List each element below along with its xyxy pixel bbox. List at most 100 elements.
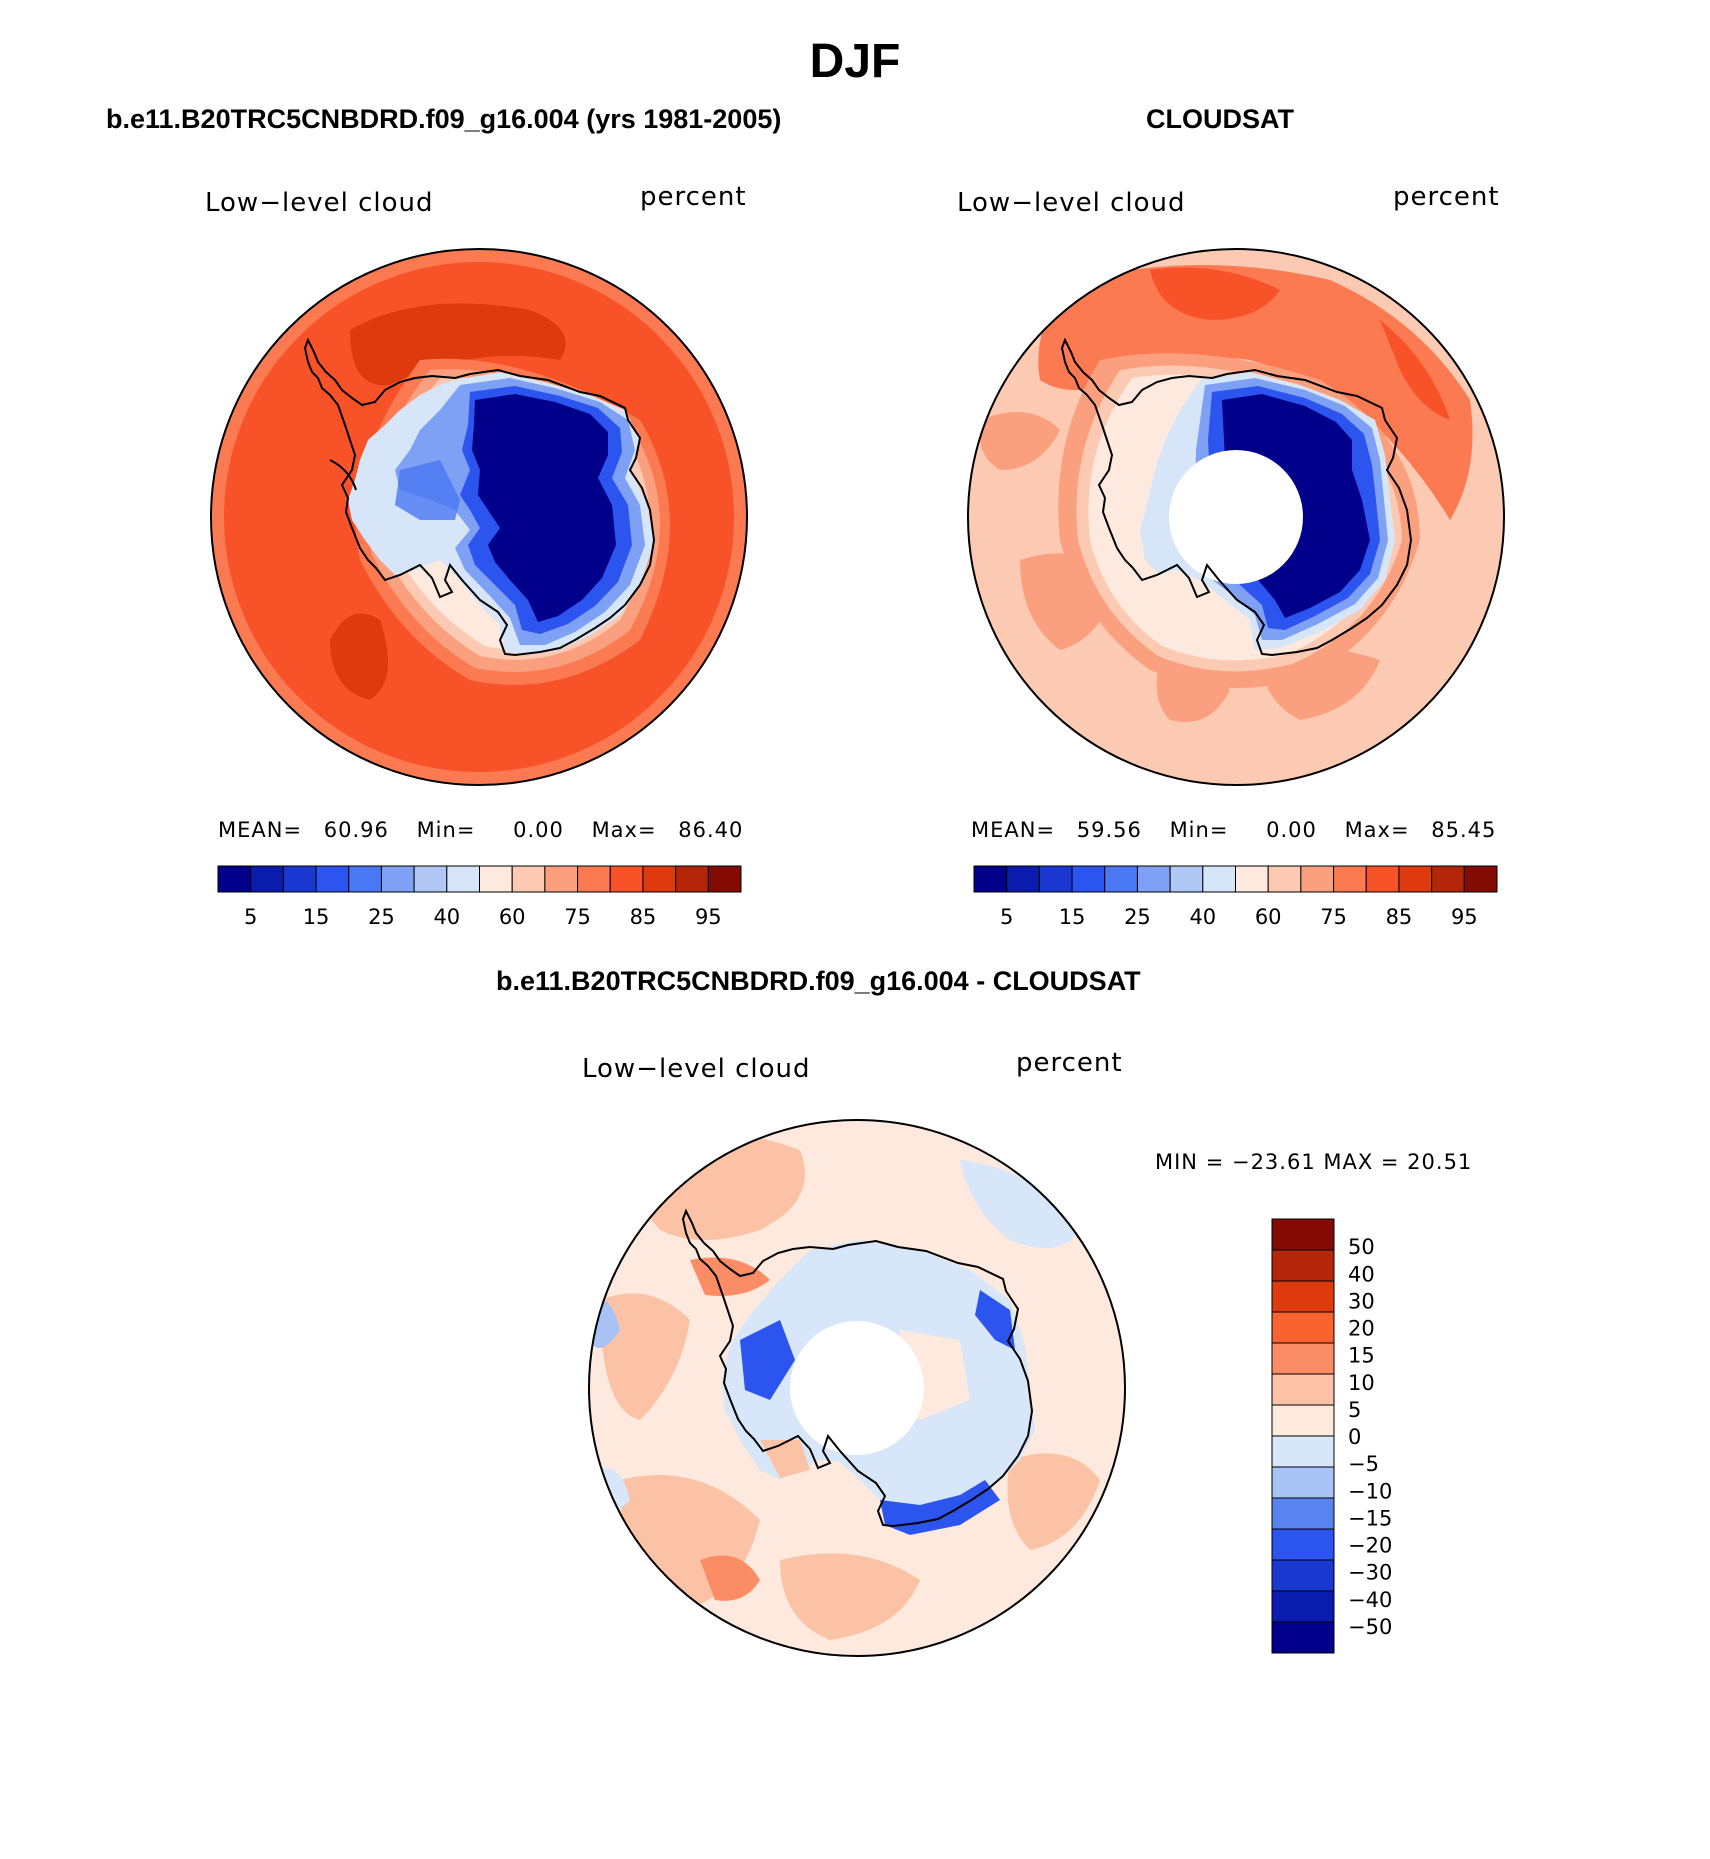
model-colorbar-box	[380, 865, 415, 893]
model-colorbar-tick-label: 40	[433, 905, 460, 929]
model-polar-map	[210, 248, 748, 786]
obs-colorbar-box	[1333, 865, 1367, 893]
model-variable-label: Low−level cloud	[205, 188, 434, 218]
model-colorbar-box	[217, 865, 252, 893]
obs-coastline	[1060, 337, 1413, 657]
obs-colorbar: 5 15 25 40 60 75 85 95	[973, 865, 1498, 929]
diff-stats: MIN = −23.61 MAX = 20.51	[1155, 1150, 1473, 1174]
diff-colorbar-tick-label: 20	[1348, 1317, 1375, 1341]
model-units-label: percent	[640, 182, 747, 212]
diff-colorbar-tick-label: 0	[1348, 1425, 1361, 1449]
obs-colorbar-box	[1431, 865, 1465, 893]
model-colorbar-box	[315, 865, 350, 893]
obs-colorbar-box	[1365, 865, 1400, 893]
obs-panel-header: CLOUDSAT	[1146, 104, 1294, 134]
diff-polar-map	[588, 1119, 1126, 1657]
obs-colorbar-box	[1398, 865, 1433, 893]
model-colorbar-box	[609, 865, 644, 893]
obs-polar-map	[967, 248, 1505, 786]
model-colorbar-box	[413, 865, 448, 893]
diff-colorbar-box	[1271, 1466, 1335, 1499]
model-colorbar-tick-label: 85	[630, 905, 657, 929]
model-colorbar-box	[282, 865, 317, 893]
model-coastline	[303, 337, 656, 657]
model-min-label: Min=	[416, 818, 476, 842]
diff-colorbar-box	[1271, 1249, 1335, 1282]
obs-colorbar-box	[1104, 865, 1138, 893]
diff-colorbar-tick-label: 30	[1348, 1289, 1375, 1313]
diff-colorbar-tick-label: −15	[1348, 1506, 1392, 1530]
obs-colorbar-tick-label: 60	[1255, 905, 1282, 929]
diff-colorbar-box	[1271, 1559, 1335, 1592]
diff-colorbar-tick-label: 10	[1348, 1371, 1375, 1395]
diff-colorbar-box	[1271, 1373, 1335, 1406]
figure-title: DJF	[809, 35, 901, 88]
diff-colorbar-box	[1271, 1311, 1335, 1344]
model-mean-label: MEAN=	[218, 818, 303, 842]
model-colorbar-box	[511, 865, 546, 893]
model-colorbar-tick-label: 75	[564, 905, 591, 929]
diff-colorbar-box	[1271, 1435, 1335, 1468]
obs-colorbar-box	[1169, 865, 1204, 893]
diff-colorbar-box	[1271, 1590, 1335, 1623]
model-colorbar-box	[544, 865, 579, 893]
model-colorbar-box	[675, 865, 709, 893]
diff-colorbar-box	[1271, 1218, 1335, 1251]
obs-colorbar-box	[1300, 865, 1335, 893]
model-colorbar-box	[348, 865, 382, 893]
diff-colorbar-box	[1271, 1497, 1335, 1530]
diff-colorbar-box	[1271, 1528, 1335, 1561]
obs-colorbar-box	[1006, 865, 1040, 893]
model-colorbar-tick-label: 60	[499, 905, 526, 929]
obs-colorbar-tick-label: 40	[1189, 905, 1216, 929]
obs-colorbar-tick-label: 95	[1451, 905, 1478, 929]
diff-colorbar-tick-label: 40	[1348, 1262, 1375, 1286]
diff-colorbar-tick-label: −5	[1348, 1452, 1379, 1476]
obs-max-label: Max=	[1344, 818, 1410, 842]
model-colorbar-tick-label: 5	[244, 905, 257, 929]
model-colorbar-tick-label: 15	[303, 905, 330, 929]
model-colorbar-tick-label: 95	[695, 905, 722, 929]
obs-min-value: 0.00	[1266, 818, 1317, 842]
obs-mean-label: MEAN=	[971, 818, 1056, 842]
diff-colorbar-box	[1271, 1342, 1335, 1375]
obs-colorbar-box	[1202, 865, 1236, 893]
diff-colorbar-tick-label: −30	[1348, 1561, 1392, 1585]
model-map-boundary	[210, 248, 748, 786]
diff-colorbar-tick-label: 15	[1348, 1344, 1375, 1368]
obs-stats: MEAN= 59.56 Min= 0.00 Max= 85.45	[971, 818, 1496, 842]
diff-variable-label: Low−level cloud	[582, 1054, 811, 1084]
diff-coastline	[681, 1208, 1034, 1528]
obs-variable-label: Low−level cloud	[957, 188, 1186, 218]
model-colorbar-tick-label: 25	[368, 905, 395, 929]
diff-colorbar-tick-label: −50	[1348, 1615, 1392, 1639]
obs-colorbar-box	[1136, 865, 1171, 893]
diff-colorbar-tick-label: 5	[1348, 1398, 1361, 1422]
obs-colorbar-tick-label: 15	[1059, 905, 1086, 929]
model-mean-value: 60.96	[323, 818, 389, 842]
diff-map-boundary	[588, 1119, 1126, 1657]
model-colorbar-box	[577, 865, 611, 893]
model-stats: MEAN= 60.96 Min= 0.00 Max= 86.40	[218, 818, 743, 842]
obs-colorbar-box	[973, 865, 1008, 893]
obs-max-value: 85.45	[1431, 818, 1497, 842]
obs-colorbar-tick-label: 5	[1000, 905, 1013, 929]
model-max-label: Max=	[591, 818, 657, 842]
obs-map-boundary	[967, 248, 1505, 786]
diff-colorbar-tick-label: −20	[1348, 1534, 1392, 1558]
obs-colorbar-box	[1267, 865, 1302, 893]
model-max-value: 86.40	[678, 818, 744, 842]
obs-colorbar-tick-label: 25	[1124, 905, 1151, 929]
model-colorbar-box	[707, 865, 742, 893]
model-min-value: 0.00	[513, 818, 564, 842]
obs-colorbar-box	[1463, 865, 1498, 893]
model-colorbar-box	[642, 865, 677, 893]
diff-colorbar-box	[1271, 1621, 1335, 1654]
diff-colorbar-tick-label: −10	[1348, 1479, 1392, 1503]
obs-colorbar-tick-label: 85	[1386, 905, 1413, 929]
model-colorbar-box	[446, 865, 480, 893]
diff-colorbar-tick-label: 50	[1348, 1235, 1375, 1259]
obs-mean-value: 59.56	[1076, 818, 1142, 842]
